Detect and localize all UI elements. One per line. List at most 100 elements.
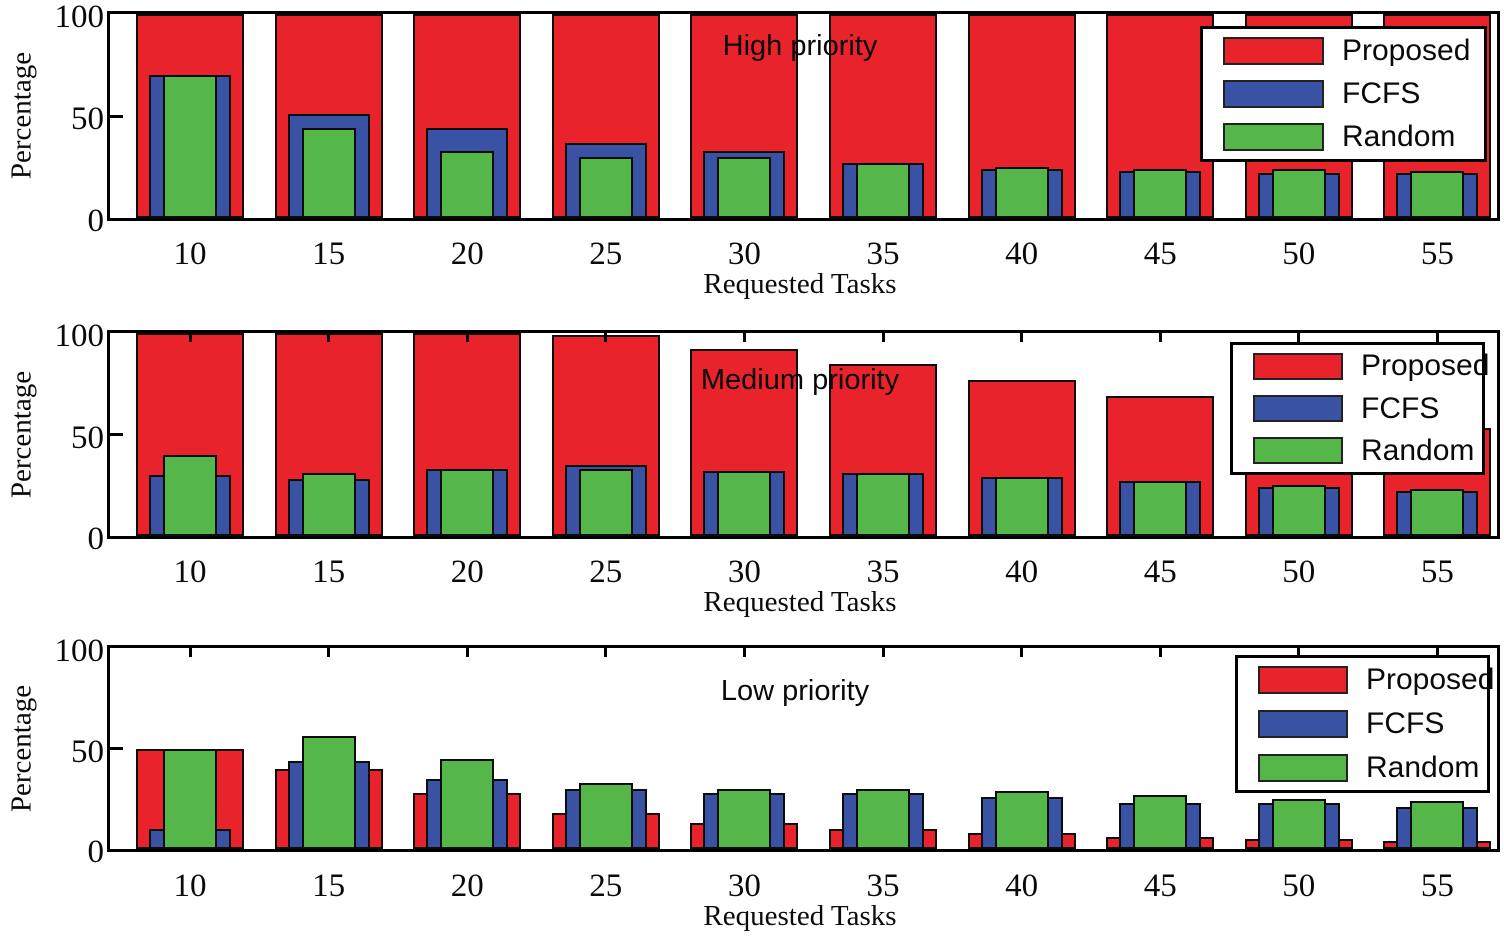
x-tick-label-40: 40 [1005, 868, 1039, 904]
y-axis-tick-50 [110, 747, 123, 750]
top-axis-tick-25 [604, 648, 608, 657]
bar-random-10 [163, 454, 217, 536]
bar-random-55 [1410, 489, 1465, 536]
legend-label-fcfs: FCFS [1366, 707, 1445, 740]
bar-random-25 [578, 469, 633, 536]
top-axis-tick-10 [188, 648, 192, 657]
legend-swatch-random [1253, 437, 1343, 464]
x-axis-label: Requested Tasks [703, 900, 897, 932]
x-tick-label-25: 25 [589, 554, 623, 590]
x-axis-label: Requested Tasks [703, 268, 897, 300]
panel-0-title: High priority [722, 30, 878, 62]
x-axis-label: Requested Tasks [703, 586, 897, 618]
top-axis-tick-35 [881, 648, 885, 657]
bar-random-50 [1271, 169, 1326, 218]
legend-label-proposed: Proposed [1366, 663, 1495, 696]
y-tick-label-100: 100 [54, 633, 105, 669]
top-axis-tick-20 [465, 648, 469, 657]
panel-1-title: Medium priority [700, 364, 900, 396]
legend-swatch-proposed [1253, 353, 1343, 380]
x-tick-label-50: 50 [1282, 554, 1316, 590]
y-tick-label-50: 50 [71, 101, 104, 137]
x-tick-label-25: 25 [589, 236, 623, 272]
top-axis-tick-10 [188, 333, 192, 342]
y-tick-label-100: 100 [54, 0, 105, 35]
panel-2-plot-area [110, 648, 1497, 849]
bar-random-15 [301, 473, 356, 536]
y-axis-label: Percentage [5, 370, 38, 498]
bar-random-45 [1133, 169, 1188, 218]
top-axis-tick-45 [1158, 333, 1162, 342]
bar-random-35 [856, 162, 910, 218]
x-tick-label-30: 30 [727, 236, 761, 272]
bar-random-25 [578, 782, 633, 849]
bar-random-10 [163, 748, 217, 849]
top-axis-tick-35 [881, 333, 885, 342]
bar-random-20 [440, 758, 495, 849]
x-tick-label-55: 55 [1420, 236, 1454, 272]
legend-label-fcfs: FCFS [1342, 77, 1421, 110]
top-axis-tick-30 [742, 333, 746, 342]
legend-swatch-proposed [1223, 37, 1324, 65]
x-tick-label-10: 10 [173, 236, 207, 272]
bar-random-45 [1133, 481, 1188, 536]
panel-2-title: Low priority [720, 675, 870, 707]
legend-label-fcfs: FCFS [1361, 392, 1440, 425]
bar-random-40 [994, 790, 1049, 849]
legend-label-random: Random [1342, 120, 1456, 153]
legend-swatch-fcfs [1223, 80, 1324, 108]
bar-random-55 [1410, 171, 1465, 218]
x-tick-label-40: 40 [1005, 554, 1039, 590]
x-tick-label-45: 45 [1143, 868, 1177, 904]
x-tick-label-50: 50 [1282, 868, 1316, 904]
y-tick-label-0: 0 [87, 834, 105, 870]
x-tick-label-30: 30 [727, 868, 761, 904]
top-axis-tick-30 [742, 648, 746, 657]
top-axis-tick-45 [1158, 648, 1162, 657]
top-axis-tick-15 [327, 648, 331, 657]
top-axis-tick-50 [1297, 333, 1301, 342]
x-tick-label-20: 20 [450, 236, 484, 272]
bar-random-15 [301, 128, 356, 218]
x-tick-label-50: 50 [1282, 236, 1316, 272]
bar-random-50 [1271, 485, 1326, 536]
legend-swatch-random [1223, 123, 1324, 151]
legend-label-random: Random [1366, 751, 1480, 784]
bar-random-15 [301, 736, 356, 849]
bar-random-30 [717, 788, 772, 849]
legend-swatch-random [1258, 754, 1348, 782]
panel-1-legend: Proposed FCFS Random [1230, 342, 1489, 475]
x-tick-label-25: 25 [589, 868, 623, 904]
legend-swatch-proposed [1258, 666, 1348, 694]
x-tick-label-15: 15 [312, 554, 346, 590]
x-tick-label-55: 55 [1420, 554, 1454, 590]
top-axis-tick-40 [1020, 648, 1024, 657]
bar-random-50 [1271, 798, 1326, 849]
top-axis-tick-55 [1435, 333, 1439, 342]
y-axis-label: Percentage [5, 51, 38, 180]
bar-random-20 [440, 469, 495, 536]
x-tick-label-15: 15 [312, 868, 346, 904]
bar-random-30 [717, 156, 772, 218]
legend-swatch-fcfs [1258, 710, 1348, 738]
top-axis-tick-50 [1297, 648, 1301, 657]
bar-random-40 [994, 477, 1049, 536]
panel-0-legend: Proposed FCFS Random [1200, 26, 1487, 162]
y-axis-tick-50 [110, 114, 123, 118]
bar-random-35 [856, 473, 910, 536]
x-tick-label-10: 10 [173, 868, 207, 904]
y-tick-label-50: 50 [71, 419, 104, 456]
y-tick-label-50: 50 [71, 733, 104, 770]
top-axis-tick-15 [327, 333, 331, 342]
y-tick-label-100: 100 [54, 318, 105, 354]
legend-label-random: Random [1361, 434, 1475, 467]
x-tick-label-35: 35 [866, 554, 900, 590]
x-tick-label-45: 45 [1143, 236, 1177, 272]
y-tick-label-0: 0 [87, 203, 105, 239]
y-axis-label: Percentage [5, 684, 38, 812]
top-axis-tick-55 [1435, 648, 1439, 657]
x-tick-label-20: 20 [450, 554, 484, 590]
x-tick-label-35: 35 [866, 236, 900, 272]
bar-random-45 [1133, 794, 1188, 849]
